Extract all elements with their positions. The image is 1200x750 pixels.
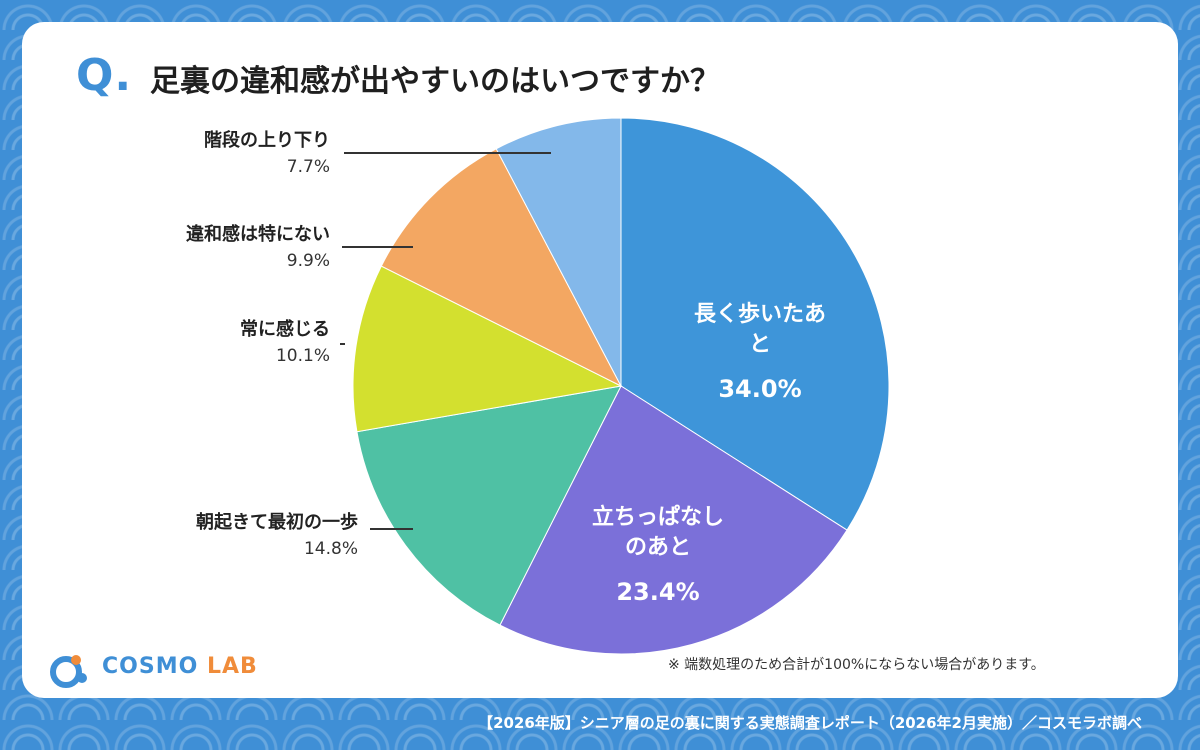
slice-label: 常に感じる	[240, 318, 330, 340]
pie-slice	[380, 148, 623, 388]
logo-text: COSMO LAB	[102, 654, 258, 679]
pie-slice	[620, 117, 890, 531]
slice-label: 立ちっぱなし	[592, 504, 724, 530]
slice-label: 朝起きて最初の一歩	[196, 511, 358, 533]
pie-slice	[356, 385, 622, 626]
question-mark: Q.	[76, 50, 133, 101]
logo-mark-icon	[50, 655, 87, 688]
slice-label: と	[749, 332, 771, 357]
slice-label: のあと	[625, 535, 691, 560]
slice-value: 7.7%	[287, 157, 330, 177]
slice-value: 9.9%	[287, 251, 330, 271]
footer-bar: 【2026年版】シニア層の足の裏に関する実態調査レポート（2026年2月実施）／…	[0, 708, 1200, 738]
pie-slice	[352, 265, 623, 433]
logo-sub: LAB	[206, 654, 258, 679]
slice-label: 長く歩いたあ	[694, 302, 826, 327]
question-title: 足裏の違和感が出やすいのはいつですか？	[150, 64, 720, 99]
slice-value: 14.8%	[304, 539, 358, 559]
slice-label: 違和感は特にない	[186, 223, 330, 245]
rounding-note: ※ 端数処理のため合計が100%にならない場合があります。	[668, 657, 1045, 673]
slice-value: 34.0%	[718, 375, 801, 403]
pie-slice	[495, 117, 622, 387]
cosmo-lab-logo: COSMO LAB	[46, 648, 257, 688]
slice-value: 23.4%	[616, 578, 699, 606]
logo-main: COSMO	[102, 654, 199, 679]
footer-source: 【2026年版】シニア層の足の裏に関する実態調査レポート（2026年2月実施）／…	[478, 714, 1142, 732]
slice-value: 10.1%	[276, 346, 330, 366]
slice-label: 階段の上り下り	[204, 129, 330, 151]
pie-slice	[499, 385, 848, 655]
